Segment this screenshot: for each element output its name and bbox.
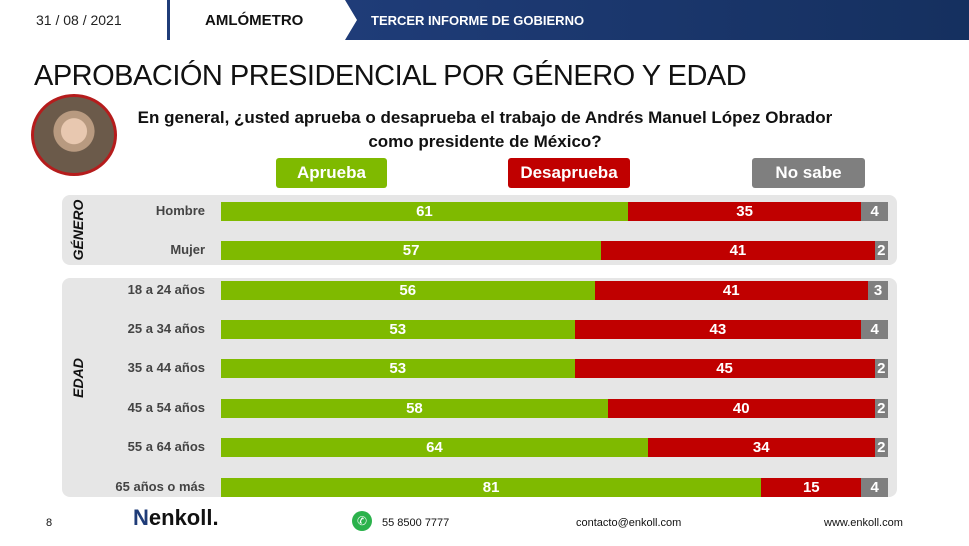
- bar-no-sabe: 2: [874, 399, 888, 418]
- bar-desaprueba: 41: [601, 241, 875, 260]
- section-title: AMLÓMETRO: [205, 12, 304, 29]
- president-photo: [31, 94, 117, 176]
- bar-no-sabe: 3: [867, 281, 888, 300]
- bar-aprueba: 61: [221, 202, 628, 221]
- edad-panel: [62, 278, 897, 497]
- contact-email[interactable]: contacto@enkoll.com: [576, 517, 682, 529]
- header-band: TERCER INFORME DE GOBIERNO: [345, 0, 969, 40]
- category-label: 18 a 24 años: [127, 282, 205, 297]
- legend-aprueba: Aprueba: [276, 158, 387, 188]
- report-date: 31 / 08 / 2021: [36, 12, 122, 28]
- category-label: 65 años o más: [115, 479, 205, 494]
- bar-desaprueba: 43: [574, 320, 862, 339]
- phone-number: 55 8500 7777: [382, 517, 450, 529]
- bar-aprueba: 53: [221, 320, 575, 339]
- enkoll-logo: Nenkoll.: [133, 505, 219, 530]
- bar-no-sabe: 2: [874, 359, 888, 378]
- bar-desaprueba: 41: [594, 281, 868, 300]
- header-divider: [167, 0, 170, 40]
- band-title: TERCER INFORME DE GOBIERNO: [371, 13, 585, 28]
- bar-no-sabe: 4: [861, 202, 888, 221]
- category-label: 25 a 34 años: [127, 321, 205, 336]
- legend-no-sabe: No sabe: [752, 158, 865, 188]
- bar-no-sabe: 2: [874, 241, 888, 260]
- category-label: 55 a 64 años: [127, 439, 205, 454]
- bar-desaprueba: 45: [574, 359, 875, 378]
- bar-desaprueba: 35: [627, 202, 862, 221]
- bar-desaprueba: 34: [647, 438, 875, 457]
- bar-aprueba: 58: [221, 399, 608, 418]
- bar-aprueba: 57: [221, 241, 602, 260]
- survey-question: En general, ¿usted aprueba o desaprueba …: [137, 108, 833, 151]
- whatsapp-icon: ✆: [352, 511, 372, 531]
- website-link[interactable]: www.enkoll.com: [824, 517, 903, 529]
- bar-no-sabe: 4: [861, 478, 888, 497]
- legend-desaprueba: Desaprueba: [508, 158, 630, 188]
- category-label: 45 a 54 años: [127, 400, 205, 415]
- bar-aprueba: 64: [221, 438, 648, 457]
- bar-aprueba: 56: [221, 281, 595, 300]
- group-label-genero: GÉNERO: [70, 199, 86, 261]
- bar-desaprueba: 40: [607, 399, 875, 418]
- page-title: APROBACIÓN PRESIDENCIAL POR GÉNERO Y EDA…: [34, 60, 747, 92]
- group-label-edad: EDAD: [70, 358, 86, 398]
- page-number: 8: [46, 517, 53, 529]
- bar-desaprueba: 15: [761, 478, 862, 497]
- bar-aprueba: 53: [221, 359, 575, 378]
- category-label: 35 a 44 años: [127, 360, 205, 375]
- category-label: Hombre: [155, 203, 205, 218]
- bar-no-sabe: 4: [861, 320, 888, 339]
- bar-aprueba: 81: [221, 478, 762, 497]
- bar-no-sabe: 2: [874, 438, 888, 457]
- category-label: Mujer: [170, 242, 205, 257]
